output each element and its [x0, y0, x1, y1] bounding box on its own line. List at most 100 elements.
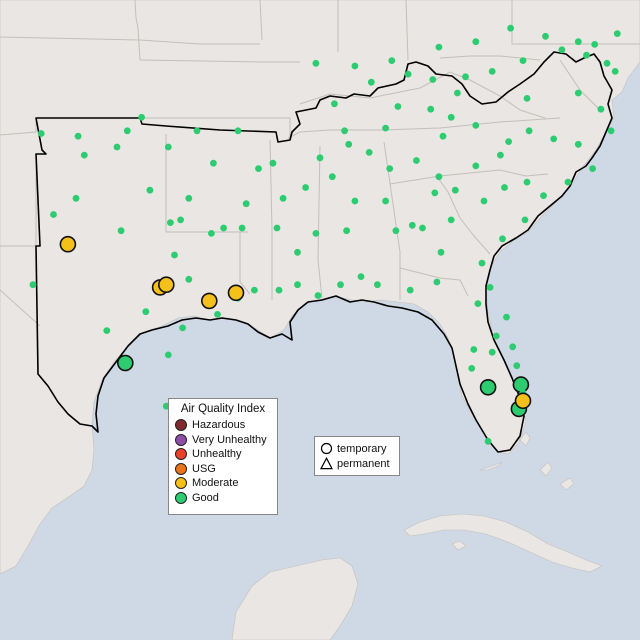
monitor-point-good[interactable]	[72, 194, 80, 202]
monitor-point-good[interactable]	[540, 192, 547, 200]
monitor-point-good[interactable]	[351, 62, 359, 70]
monitor-point-good[interactable]	[479, 378, 497, 396]
monitor-point-good[interactable]	[294, 281, 301, 289]
monitor-point-good[interactable]	[521, 216, 529, 224]
monitor-point-good[interactable]	[607, 127, 615, 135]
monitor-point-good[interactable]	[462, 73, 469, 81]
monitor-point-good[interactable]	[269, 159, 277, 167]
monitor-point-good[interactable]	[193, 127, 201, 135]
monitor-point-good[interactable]	[583, 51, 590, 59]
monitor-point-good[interactable]	[382, 124, 389, 132]
monitor-point-good[interactable]	[472, 38, 480, 46]
monitor-point-good[interactable]	[382, 197, 389, 205]
monitor-point-moderate[interactable]	[514, 392, 532, 410]
monitor-point-good[interactable]	[513, 362, 521, 370]
monitor-point-good[interactable]	[486, 284, 494, 291]
monitor-point-good[interactable]	[597, 105, 605, 113]
monitor-point-good[interactable]	[37, 130, 45, 137]
monitor-point-good[interactable]	[492, 332, 500, 340]
monitor-point-good[interactable]	[439, 132, 447, 140]
monitor-point-good[interactable]	[214, 311, 221, 318]
monitor-point-good[interactable]	[472, 122, 480, 129]
monitor-point-good[interactable]	[185, 275, 193, 283]
monitor-point-good[interactable]	[80, 151, 88, 159]
monitor-point-good[interactable]	[113, 143, 121, 151]
monitor-point-good[interactable]	[603, 59, 611, 67]
monitor-point-good[interactable]	[279, 194, 287, 202]
monitor-point-moderate[interactable]	[158, 276, 175, 294]
monitor-point-good[interactable]	[164, 143, 172, 151]
monitor-point-good[interactable]	[435, 173, 443, 181]
monitor-point-good[interactable]	[474, 300, 482, 307]
monitor-point-good[interactable]	[435, 43, 443, 51]
monitor-point-good[interactable]	[480, 197, 488, 205]
monitor-point-good[interactable]	[497, 151, 504, 159]
monitor-point-good[interactable]	[501, 184, 508, 191]
monitor-point-good[interactable]	[312, 59, 320, 67]
monitor-point-good[interactable]	[117, 354, 134, 372]
monitor-point-good[interactable]	[50, 211, 57, 218]
monitor-point-good[interactable]	[220, 224, 228, 232]
monitor-point-good[interactable]	[394, 103, 402, 110]
monitor-point-moderate[interactable]	[201, 292, 218, 310]
monitor-point-good[interactable]	[574, 89, 582, 97]
monitor-point-good[interactable]	[564, 178, 572, 186]
monitor-point-good[interactable]	[386, 165, 394, 173]
monitor-point-good[interactable]	[523, 95, 531, 102]
monitor-point-good[interactable]	[273, 224, 281, 232]
monitor-point-good[interactable]	[437, 248, 445, 256]
monitor-point-good[interactable]	[431, 189, 439, 197]
monitor-point-moderate[interactable]	[59, 235, 77, 253]
monitor-point-good[interactable]	[367, 78, 375, 86]
monitor-point-good[interactable]	[447, 113, 455, 121]
monitor-point-good[interactable]	[454, 89, 461, 97]
monitor-point-good[interactable]	[142, 308, 150, 316]
monitor-point-good[interactable]	[234, 127, 242, 135]
monitor-point-good[interactable]	[345, 140, 353, 148]
monitor-point-good[interactable]	[294, 248, 301, 256]
monitor-point-good[interactable]	[331, 100, 338, 108]
monitor-point-moderate[interactable]	[227, 284, 245, 302]
monitor-point-good[interactable]	[509, 343, 517, 351]
monitor-point-good[interactable]	[302, 184, 309, 191]
monitor-point-good[interactable]	[613, 30, 621, 37]
monitor-point-good[interactable]	[512, 376, 530, 393]
monitor-point-good[interactable]	[210, 159, 217, 167]
monitor-point-good[interactable]	[574, 38, 582, 46]
monitor-point-good[interactable]	[413, 157, 420, 164]
monitor-point-good[interactable]	[484, 437, 492, 445]
monitor-point-good[interactable]	[167, 219, 174, 227]
monitor-point-good[interactable]	[238, 224, 246, 232]
monitor-point-good[interactable]	[343, 227, 350, 235]
monitor-point-good[interactable]	[433, 278, 441, 286]
monitor-point-good[interactable]	[242, 200, 250, 208]
monitor-point-good[interactable]	[117, 227, 125, 235]
monitor-point-good[interactable]	[499, 235, 506, 243]
monitor-point-good[interactable]	[406, 286, 414, 294]
monitor-point-good[interactable]	[404, 70, 412, 78]
monitor-point-good[interactable]	[388, 57, 396, 64]
monitor-point-good[interactable]	[275, 286, 283, 294]
monitor-point-good[interactable]	[74, 132, 82, 140]
monitor-point-good[interactable]	[488, 348, 496, 356]
monitor-point-good[interactable]	[523, 178, 531, 186]
monitor-point-good[interactable]	[255, 165, 262, 173]
monitor-point-good[interactable]	[208, 230, 215, 237]
monitor-point-good[interactable]	[374, 281, 381, 289]
monitor-point-good[interactable]	[164, 351, 172, 359]
monitor-point-good[interactable]	[328, 173, 336, 181]
monitor-point-good[interactable]	[103, 327, 111, 334]
monitor-point-good[interactable]	[316, 154, 324, 162]
monitor-point-good[interactable]	[357, 273, 365, 280]
monitor-point-good[interactable]	[365, 149, 373, 156]
monitor-point-good[interactable]	[550, 135, 558, 143]
monitor-point-good[interactable]	[503, 313, 510, 321]
monitor-point-good[interactable]	[472, 162, 480, 170]
monitor-point-good[interactable]	[611, 68, 619, 75]
monitor-point-good[interactable]	[574, 140, 582, 148]
monitor-point-good[interactable]	[558, 46, 566, 54]
monitor-point-good[interactable]	[589, 165, 596, 173]
monitor-point-good[interactable]	[123, 127, 131, 135]
